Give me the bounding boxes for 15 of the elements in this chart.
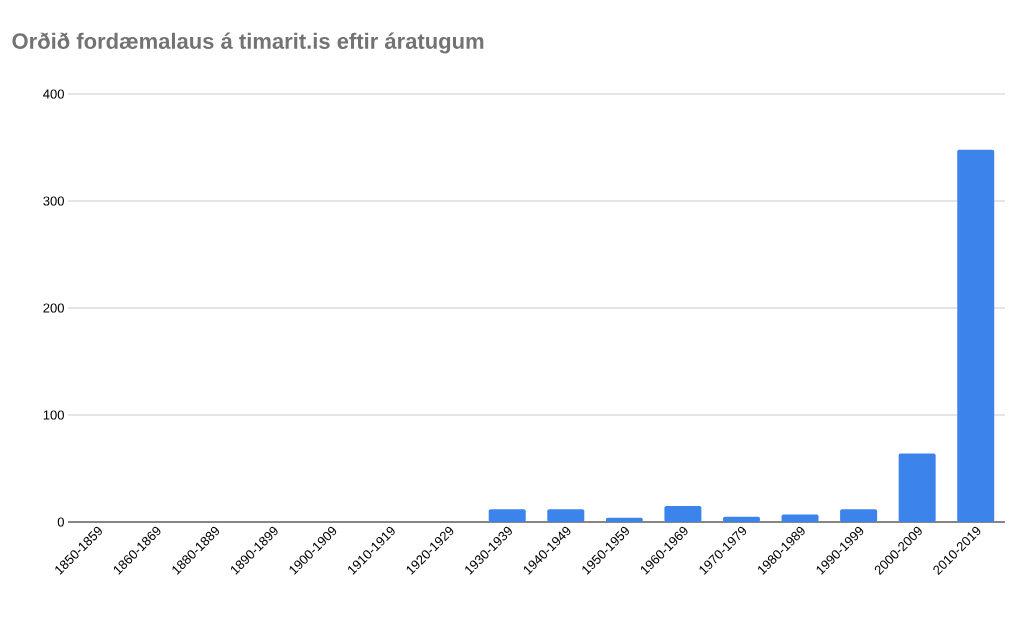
bar	[957, 149, 995, 522]
bar	[488, 509, 526, 522]
bar	[605, 517, 643, 522]
y-tick-label: 300	[43, 196, 64, 206]
chart-title: Orðið fordæmalaus á timarit.is eftir áratugum	[12, 32, 484, 54]
bar	[547, 509, 585, 522]
bar	[840, 509, 878, 522]
y-tick-label: 200	[43, 303, 64, 313]
bar	[722, 516, 760, 522]
y-tick-label: 0	[57, 517, 64, 527]
bar	[781, 514, 819, 522]
y-tick-label: 100	[43, 410, 64, 420]
y-tick-label: 400	[43, 89, 64, 99]
bar	[898, 453, 936, 522]
bar	[664, 505, 702, 522]
